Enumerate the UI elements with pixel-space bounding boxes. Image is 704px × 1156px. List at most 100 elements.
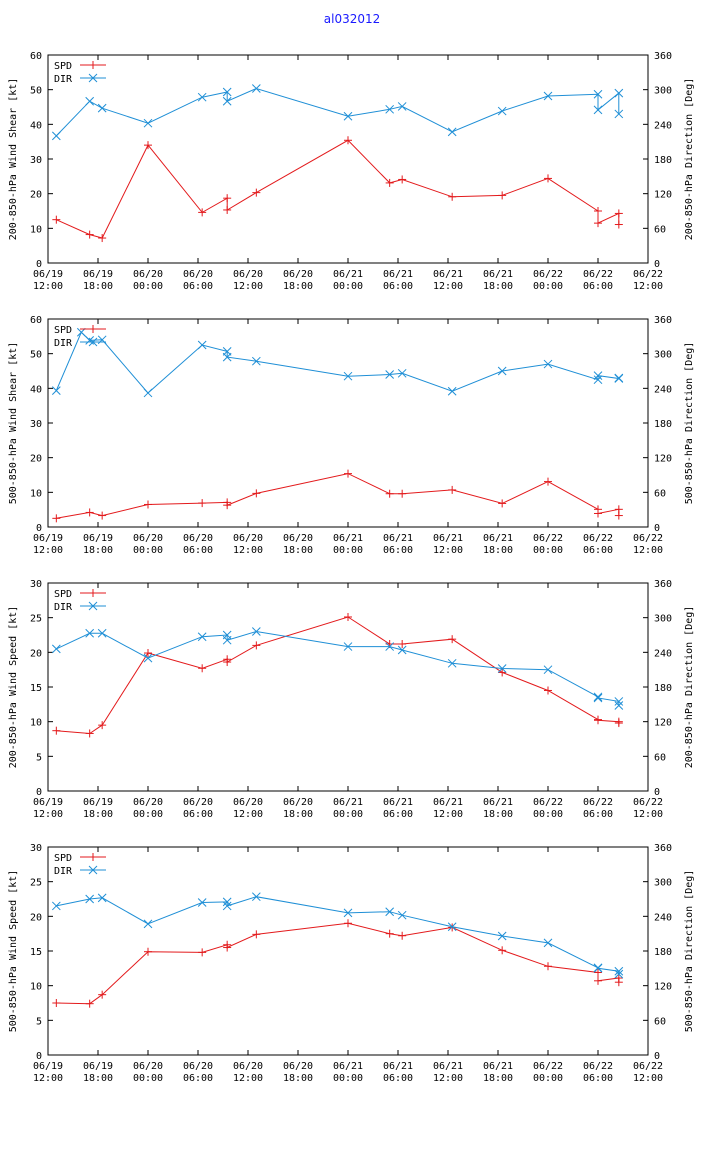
- x-tick-date-label: 06/19: [33, 269, 63, 280]
- y2-tick-label: 60: [654, 752, 666, 763]
- cross-marker-b: [343, 371, 353, 381]
- dir-data-point: [543, 938, 553, 948]
- dir-data-point: [497, 664, 507, 673]
- y2-tick-label: 300: [654, 350, 672, 361]
- x-tick-time-label: 18:00: [483, 281, 513, 292]
- y2-tick-label: 180: [654, 419, 672, 430]
- spd-data-point: [144, 500, 152, 509]
- cross-marker-b: [385, 370, 395, 379]
- cross-marker-b: [222, 897, 232, 907]
- x-tick-time-label: 12:00: [33, 545, 63, 556]
- legend-cross-marker: [88, 865, 98, 875]
- y2-tick-label: 360: [654, 315, 672, 326]
- x-tick-time-label: 18:00: [283, 281, 313, 292]
- cross-marker-b: [543, 91, 553, 101]
- y-tick-label: 20: [30, 912, 42, 923]
- y-axis-label: 200-850-hPa Wind Speed [kt]: [8, 606, 19, 769]
- spd-data-point: [223, 194, 232, 203]
- y2-tick-label: 360: [654, 843, 672, 854]
- y2-tick-label: 120: [654, 718, 672, 729]
- cross-marker-b: [85, 96, 95, 106]
- x-tick-date-label: 06/20: [283, 269, 313, 280]
- y-tick-label: 0: [36, 259, 42, 270]
- x-tick-time-label: 18:00: [283, 1073, 313, 1084]
- x-tick-date-label: 06/22: [633, 797, 663, 808]
- cross-marker-b: [385, 907, 395, 917]
- x-tick-time-label: 06:00: [383, 809, 413, 820]
- y-tick-label: 50: [30, 350, 42, 361]
- x-tick-date-label: 06/21: [433, 533, 463, 544]
- y2-tick-label: 360: [654, 579, 672, 590]
- dir-data-point: [197, 92, 207, 102]
- cross-marker-b: [85, 894, 95, 904]
- spd-data-point: [223, 501, 232, 510]
- y-tick-label: 10: [30, 488, 42, 499]
- x-tick-time-label: 00:00: [333, 1073, 363, 1084]
- y-tick-label: 20: [30, 454, 42, 465]
- dir-data-point: [593, 692, 603, 702]
- spd-data-point: [85, 999, 94, 1008]
- legend-entry-spd: SPD: [54, 325, 106, 336]
- cross-marker-b: [85, 628, 95, 638]
- y2-tick-label: 300: [654, 614, 672, 625]
- cross-marker-b: [593, 692, 603, 702]
- y-tick-label: 20: [30, 648, 42, 659]
- dir-data-point: [222, 635, 232, 645]
- dir-data-point: [543, 665, 553, 675]
- cross-marker-b: [343, 908, 353, 918]
- dir-data-point: [397, 102, 407, 111]
- cross-marker-b: [197, 898, 207, 907]
- spd-data-point: [594, 976, 602, 985]
- x-tick-date-label: 06/21: [333, 1061, 363, 1072]
- spd-data-point: [594, 509, 602, 518]
- y-tick-label: 0: [36, 523, 42, 534]
- y2-tick-label: 240: [654, 912, 672, 923]
- x-tick-time-label: 06:00: [383, 545, 413, 556]
- y2-tick-label: 120: [654, 190, 672, 201]
- x-tick-date-label: 06/22: [583, 533, 613, 544]
- dir-data-point: [614, 697, 624, 706]
- x-tick-time-label: 12:00: [433, 1073, 463, 1084]
- x-tick-time-label: 12:00: [33, 281, 63, 292]
- spd-data-point: [344, 612, 352, 621]
- spd-data-point: [398, 640, 407, 649]
- x-tick-date-label: 06/20: [183, 1061, 213, 1072]
- y2-axis-label: 200-850-hPa Direction [Deg]: [684, 78, 695, 241]
- legend-label: SPD: [54, 853, 72, 864]
- dir-data-point: [222, 897, 232, 907]
- y-tick-label: 60: [30, 315, 42, 326]
- spd-data-point: [498, 946, 507, 955]
- x-tick-time-label: 18:00: [83, 545, 113, 556]
- y-tick-label: 25: [30, 614, 42, 625]
- dir-data-point: [197, 340, 207, 350]
- cross-marker-b: [593, 371, 603, 380]
- y-tick-label: 30: [30, 155, 42, 166]
- cross-marker-b: [447, 386, 457, 396]
- y2-tick-label: 120: [654, 982, 672, 993]
- cross-marker-b: [51, 901, 61, 911]
- legend-label: DIR: [54, 602, 73, 613]
- y-tick-label: 30: [30, 419, 42, 430]
- spd-data-point: [98, 511, 107, 520]
- dir-data-point: [497, 106, 507, 116]
- x-tick-time-label: 06:00: [383, 281, 413, 292]
- plot-frame: [47, 846, 649, 1056]
- x-tick-time-label: 00:00: [133, 1073, 163, 1084]
- legend-entry-spd: SPD: [54, 853, 106, 864]
- x-tick-date-label: 06/20: [233, 1061, 263, 1072]
- y-tick-label: 20: [30, 190, 42, 201]
- cross-marker-b: [222, 901, 232, 911]
- dir-data-point: [222, 87, 232, 97]
- y-axis-label: 500-850-hPa Wind Shear [kt]: [8, 342, 19, 505]
- x-tick-date-label: 06/22: [633, 269, 663, 280]
- x-tick-date-label: 06/20: [133, 533, 163, 544]
- spd-data-point: [448, 635, 457, 644]
- x-tick-date-label: 06/19: [83, 797, 113, 808]
- spd-data-point: [594, 207, 602, 215]
- spd-series-line: [56, 616, 620, 735]
- dir-data-point: [385, 642, 395, 651]
- cross-marker-b: [593, 105, 603, 115]
- spd-data-point: [52, 215, 61, 224]
- cross-marker-b: [497, 106, 507, 116]
- y2-tick-label: 120: [654, 454, 672, 465]
